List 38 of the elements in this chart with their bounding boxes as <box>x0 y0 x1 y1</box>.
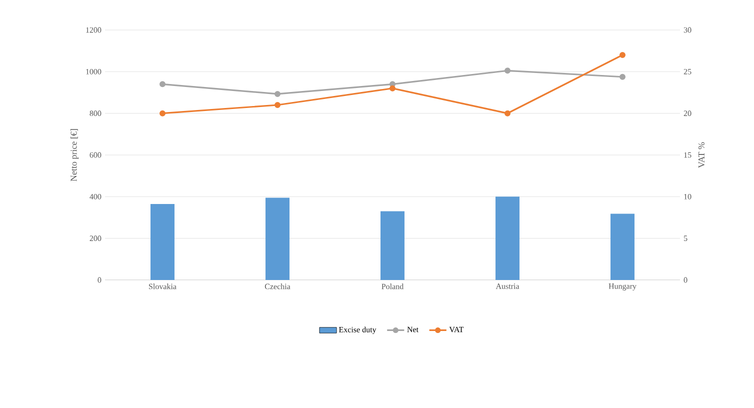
point <box>274 102 281 108</box>
x-tick-label: Hungary <box>608 284 636 290</box>
y2-tick-label: 25 <box>684 68 692 74</box>
bar <box>150 204 175 280</box>
y-tick-label: 1000 <box>86 68 102 74</box>
point <box>274 90 281 97</box>
y2-tick-label: 15 <box>684 152 692 158</box>
point <box>160 81 166 88</box>
x-tick-label: Poland <box>382 284 404 290</box>
y2-tick-label: 5 <box>684 236 688 241</box>
legend-label: Net <box>407 326 418 332</box>
legend-label: VAT <box>449 326 464 332</box>
bar <box>266 198 290 280</box>
bar <box>380 211 405 280</box>
y-tick-label: 400 <box>90 194 102 200</box>
point <box>504 68 511 74</box>
bar <box>496 196 520 280</box>
y2-tick-label: 30 <box>684 27 692 33</box>
x-tick-label: Slovakia <box>149 284 176 290</box>
y2-tick-label: 10 <box>684 194 692 200</box>
y2-tick-label: 20 <box>684 110 692 116</box>
x-tick-label: Austria <box>496 284 520 289</box>
y-axis-title: Netto price [€] <box>70 129 79 182</box>
y-tick-label: 800 <box>90 110 102 116</box>
bar <box>610 214 635 280</box>
point <box>390 85 396 92</box>
point <box>620 52 626 58</box>
y-tick-label: 0 <box>98 277 102 283</box>
legend-label: Excise duty <box>338 326 376 334</box>
y-tick-label: 200 <box>90 236 102 242</box>
x-tick-label: Czechia <box>264 284 290 290</box>
y2-axis-title: VAT % <box>698 142 705 168</box>
point <box>504 110 511 116</box>
point <box>620 74 626 80</box>
y2-tick-label: 0 <box>684 277 688 283</box>
y-tick-label: 1200 <box>86 27 102 33</box>
point <box>160 110 166 116</box>
y-tick-label: 600 <box>90 152 102 158</box>
